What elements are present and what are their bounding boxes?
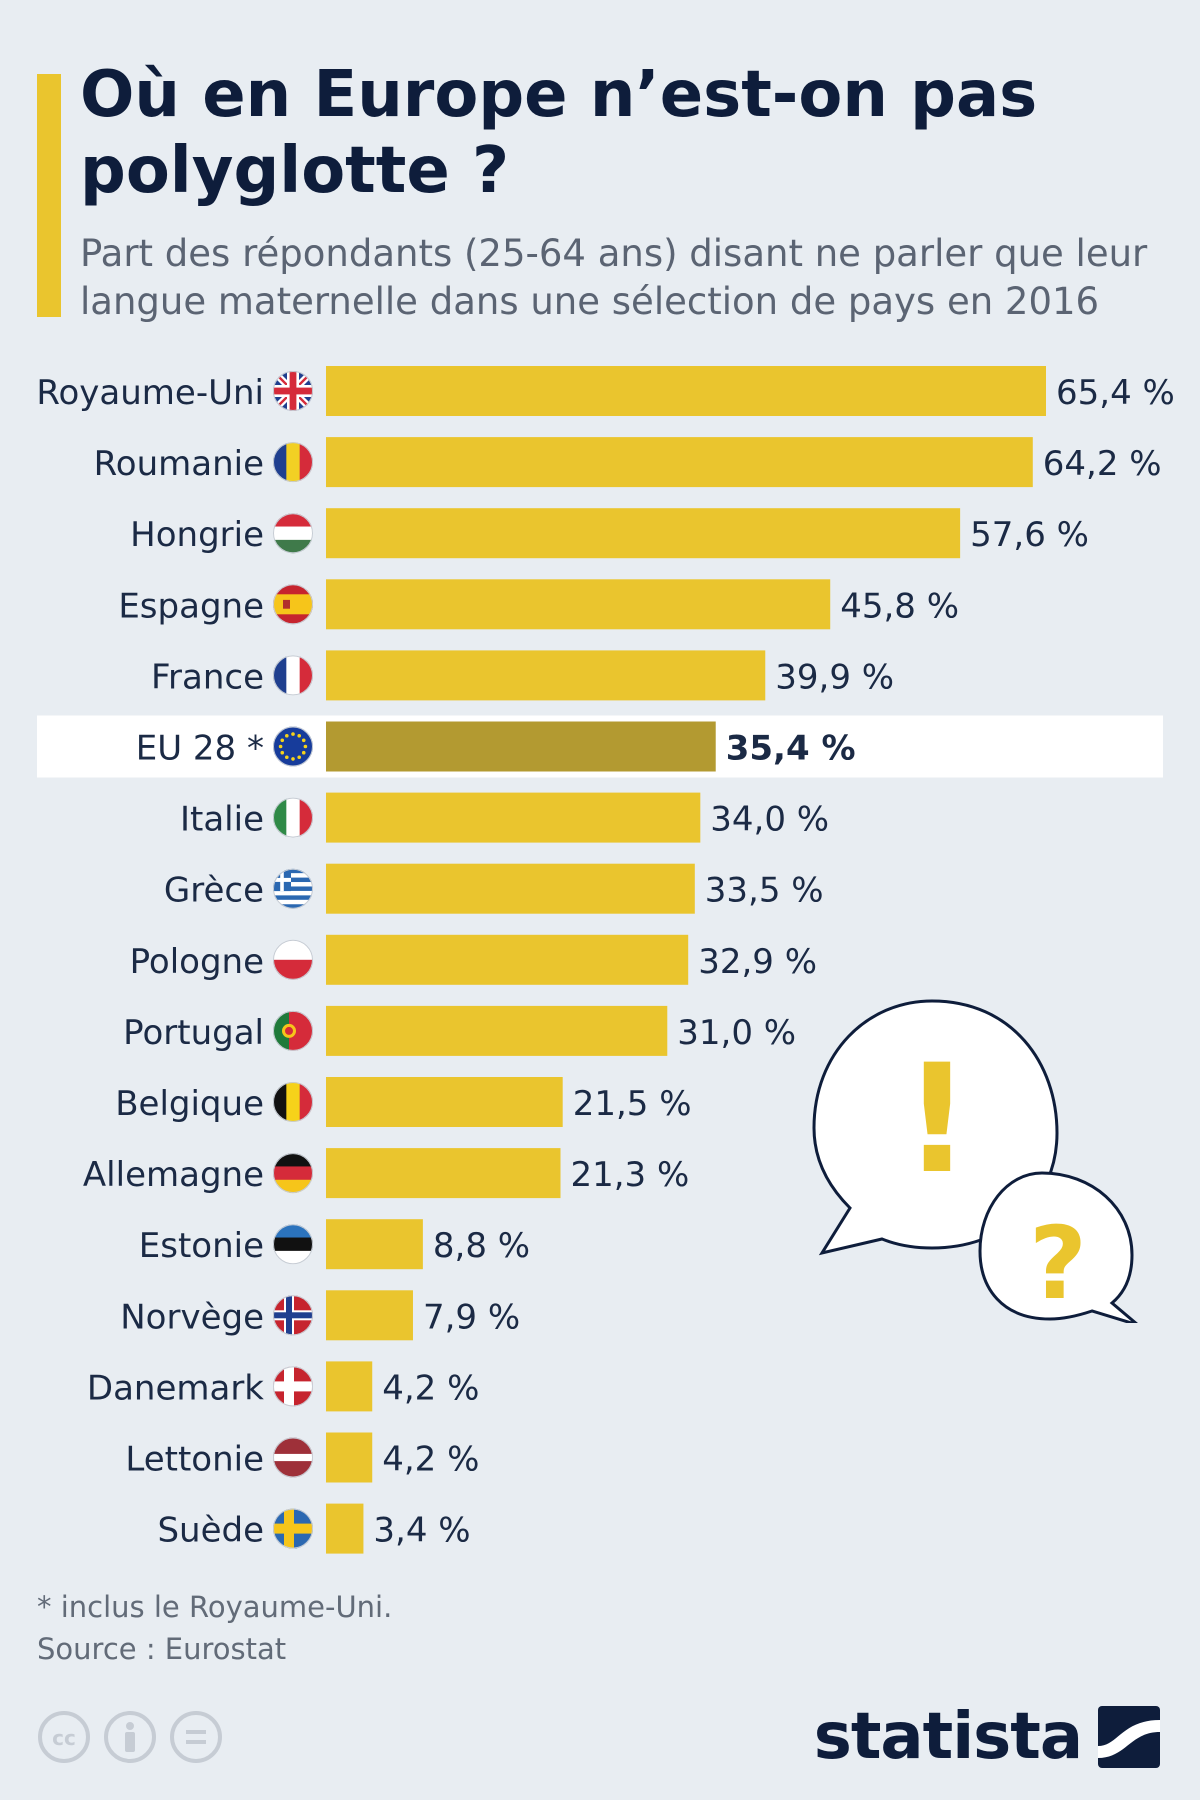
flag-icon-fr xyxy=(273,655,313,696)
category-label: Italie xyxy=(180,800,264,840)
title-accent-bar xyxy=(37,74,61,317)
flag-icon-gr xyxy=(273,868,313,909)
bar-es xyxy=(326,579,831,630)
category-label: Grèce xyxy=(164,871,264,911)
category-label: EU 28 * xyxy=(136,729,264,769)
cc-icon[interactable]: cc xyxy=(37,1710,91,1764)
value-label: 8,8 % xyxy=(433,1226,530,1266)
question-mark: ? xyxy=(1029,1205,1087,1322)
category-label: Portugal xyxy=(123,1013,264,1053)
value-label: 21,3 % xyxy=(570,1155,689,1195)
flag-icon-no xyxy=(273,1295,313,1336)
bar-eu xyxy=(326,721,716,772)
attribution-icon[interactable] xyxy=(103,1710,157,1764)
flag-icon-ee xyxy=(273,1224,313,1265)
statista-logo-icon xyxy=(1098,1706,1160,1768)
speech-bubbles-illustration: ! ? xyxy=(812,999,1138,1323)
value-label: 35,4 % xyxy=(726,729,856,769)
exclamation-mark: ! xyxy=(903,1033,971,1207)
value-label: 31,0 % xyxy=(677,1013,796,1053)
category-label: Pologne xyxy=(130,942,264,982)
category-label: Allemagne xyxy=(83,1155,264,1195)
flag-icon-it xyxy=(273,797,313,838)
category-label: Espagne xyxy=(118,586,264,626)
bar-ro xyxy=(326,437,1033,488)
value-label: 21,5 % xyxy=(573,1084,692,1124)
value-label: 33,5 % xyxy=(705,871,824,911)
source-note: Source : Eurostat xyxy=(37,1632,287,1666)
flag-icon-eu xyxy=(273,726,313,767)
category-label: Lettonie xyxy=(125,1440,264,1480)
flag-icon-es xyxy=(273,584,313,625)
bar-se xyxy=(326,1503,364,1554)
bar-lv xyxy=(326,1432,373,1483)
value-label: 45,8 % xyxy=(840,586,959,626)
value-label: 65,4 % xyxy=(1056,373,1175,413)
value-label: 32,9 % xyxy=(698,942,817,982)
chart-title: Où en Europe n’est-on pas polyglotte ? xyxy=(80,58,1038,208)
flag-icon-pt xyxy=(273,1010,313,1051)
footnote: * inclus le Royaume-Uni. xyxy=(37,1590,393,1624)
svg-text:cc: cc xyxy=(52,1726,76,1750)
category-label: Estonie xyxy=(139,1226,264,1266)
category-label: Suède xyxy=(157,1511,264,1551)
speech-bubble-large xyxy=(812,999,1059,1256)
bar-it xyxy=(326,792,701,843)
flag-icon-de xyxy=(273,1153,313,1194)
bar-pl xyxy=(326,934,689,985)
speech-bubble-small xyxy=(978,1171,1138,1323)
flag-icon-be xyxy=(273,1082,313,1122)
category-label: Danemark xyxy=(87,1368,264,1408)
flag-icon-uk xyxy=(273,371,313,411)
no-derivatives-icon[interactable] xyxy=(169,1710,223,1764)
chart-subtitle: Part des répondants (25-64 ans) disant n… xyxy=(80,232,1148,324)
category-label: Royaume-Uni xyxy=(36,373,264,413)
bar-no xyxy=(326,1290,413,1341)
value-label: 4,2 % xyxy=(382,1368,479,1408)
bar-chart: Royaume-Uni 65,4 % Roumanie 64,2 % Hongrie 57… xyxy=(36,366,1175,1554)
flag-icon-ro xyxy=(273,442,313,483)
flag-icon-dk xyxy=(273,1366,313,1407)
category-label: Norvège xyxy=(120,1297,264,1337)
value-label: 57,6 % xyxy=(970,515,1089,555)
category-label: France xyxy=(151,657,264,697)
flag-icon-lv xyxy=(273,1437,313,1478)
bar-dk xyxy=(326,1361,373,1412)
license-icons: cc xyxy=(37,1710,223,1764)
value-label: 39,9 % xyxy=(775,657,894,697)
flag-icon-se xyxy=(273,1508,313,1549)
category-label: Roumanie xyxy=(94,444,264,484)
value-label: 34,0 % xyxy=(710,800,829,840)
bar-gr xyxy=(326,863,695,914)
category-label: Hongrie xyxy=(130,515,264,555)
flag-icon-hu xyxy=(273,513,313,554)
bar-fr xyxy=(326,650,766,701)
bar-de xyxy=(326,1148,561,1199)
value-label: 4,2 % xyxy=(382,1440,479,1480)
bar-ee xyxy=(326,1219,423,1270)
value-label: 3,4 % xyxy=(373,1511,470,1551)
statista-logo[interactable]: statista xyxy=(814,1700,1160,1774)
bar-pt xyxy=(326,1005,668,1056)
bar-be xyxy=(326,1077,563,1127)
category-label: Belgique xyxy=(115,1084,264,1124)
value-label: 7,9 % xyxy=(423,1297,520,1337)
value-label: 64,2 % xyxy=(1043,444,1162,484)
flag-icon-pl xyxy=(273,939,313,980)
bar-uk xyxy=(326,366,1046,416)
brand-name: statista xyxy=(813,1700,1083,1774)
bar-hu xyxy=(326,508,961,559)
